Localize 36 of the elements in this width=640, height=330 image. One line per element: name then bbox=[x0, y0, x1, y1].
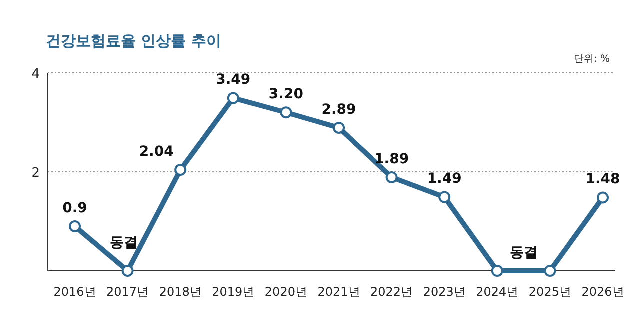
x-tick-label: 2018년 bbox=[159, 285, 202, 299]
data-label: 2.89 bbox=[322, 102, 356, 118]
x-tick-label: 2016년 bbox=[54, 285, 96, 299]
data-label: 1.89 bbox=[374, 151, 410, 168]
x-tick-label: 2017년 bbox=[106, 285, 150, 299]
x-tick-label: 2023년 bbox=[423, 285, 466, 299]
data-label: 1.48 bbox=[586, 172, 620, 188]
point bbox=[386, 171, 398, 184]
x-tick-label: 2024년 bbox=[476, 285, 519, 299]
x-tick-label: 2021년 bbox=[318, 285, 360, 299]
point bbox=[491, 265, 504, 277]
y-tick-label: 2 bbox=[32, 166, 40, 181]
y-tick-label: 4 bbox=[32, 67, 40, 82]
point bbox=[69, 220, 81, 232]
point bbox=[544, 265, 556, 277]
x-tick-label: 2022년 bbox=[370, 285, 414, 299]
point bbox=[280, 106, 292, 119]
point bbox=[333, 122, 345, 134]
point bbox=[597, 192, 609, 204]
point bbox=[174, 164, 187, 176]
data-label: 동결 bbox=[510, 245, 538, 261]
text: 단위: % bbox=[574, 54, 610, 65]
data-label: 1.49 bbox=[427, 171, 462, 188]
data-label: 3.49 bbox=[216, 72, 251, 88]
point bbox=[227, 92, 240, 104]
data-label: 0.9 bbox=[62, 200, 88, 216]
x-tick-label: 2020년 bbox=[264, 285, 308, 299]
point bbox=[438, 191, 451, 204]
point bbox=[122, 265, 134, 277]
data-label: 동결 bbox=[110, 235, 138, 251]
x-tick-label: 2019년 bbox=[212, 285, 255, 299]
data-label: 2.04 bbox=[139, 144, 174, 160]
data-label: 3.20 bbox=[268, 86, 304, 103]
x-tick-label: 2025년 bbox=[528, 285, 572, 299]
chart-title: 건강보험료율 인상률 추이 bbox=[46, 32, 222, 50]
x-tick-label: 2026년 bbox=[582, 285, 624, 299]
